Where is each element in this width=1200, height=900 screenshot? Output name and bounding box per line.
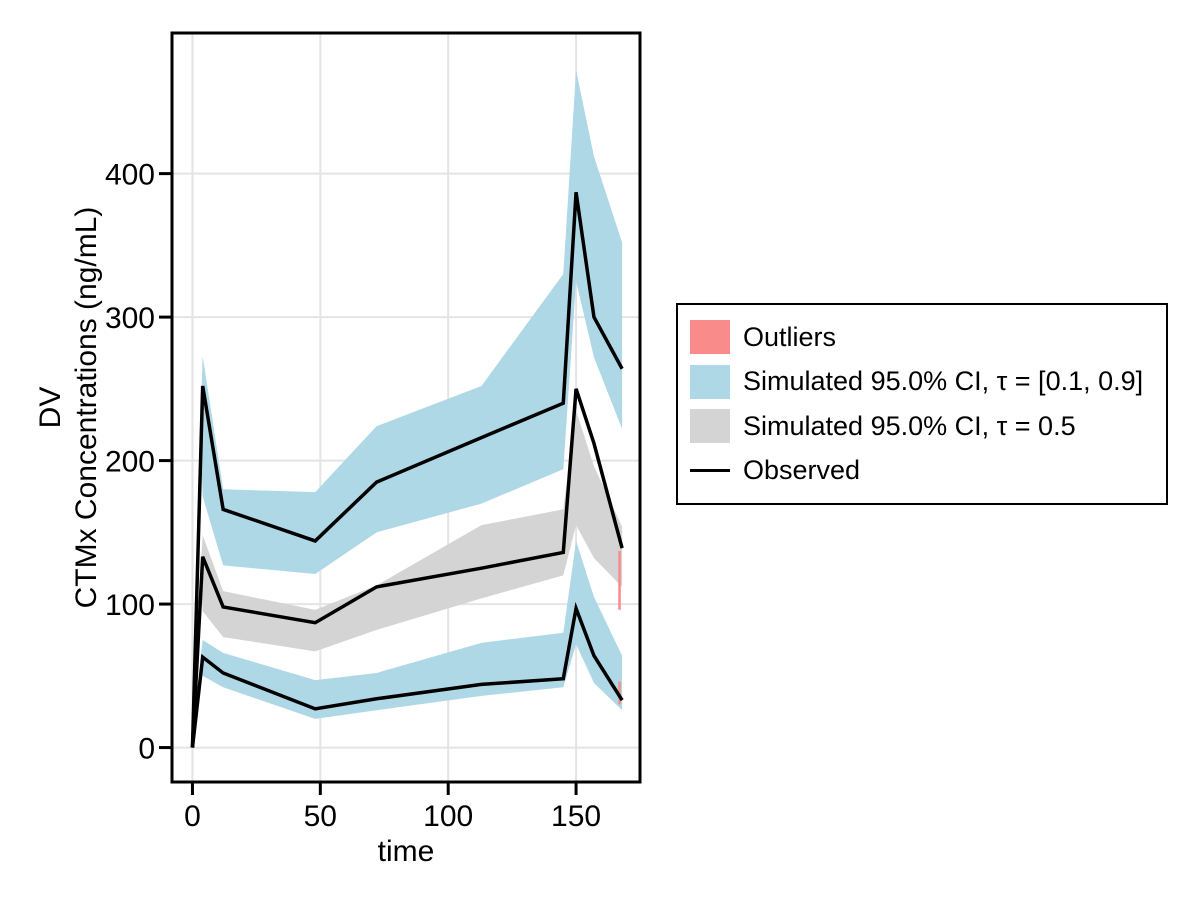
simulated-ci-band xyxy=(200,70,623,574)
y-tick-label: 0 xyxy=(138,733,155,766)
x-tick-label: 150 xyxy=(551,800,601,833)
legend-item-observed: Observed xyxy=(690,449,1154,494)
observed-line xyxy=(190,192,624,748)
x-tick-label: 0 xyxy=(184,800,201,833)
y-tick-label: 400 xyxy=(105,159,155,192)
plot-frame xyxy=(170,31,642,784)
simulated-ci-band xyxy=(200,410,623,652)
legend: Outliers Simulated 95.0% CI, τ = [0.1, 0… xyxy=(676,303,1168,505)
simulated-ci-gray-swatch-icon xyxy=(690,409,730,444)
observed-line xyxy=(190,388,624,748)
legend-label-simulated-ci-tau-01-09: Simulated 95.0% CI, τ = [0.1, 0.9] xyxy=(743,366,1144,397)
y-tick-label: 300 xyxy=(105,302,155,335)
simulated-ci-band xyxy=(200,540,623,719)
x-tick-label: 100 xyxy=(423,800,473,833)
legend-label-outliers: Outliers xyxy=(743,321,837,352)
x-tick-label: 50 xyxy=(304,800,337,833)
legend-item-outliers: Outliers xyxy=(690,315,1154,360)
legend-label-simulated-ci-tau-05: Simulated 95.0% CI, τ = 0.5 xyxy=(743,410,1076,441)
legend-label-observed: Observed xyxy=(743,455,861,486)
y-axis-title-line2: CTMx Concentrations (ng/mL) xyxy=(70,207,103,609)
observed-line xyxy=(190,601,624,748)
simulated-ci-blue-swatch-icon xyxy=(690,364,730,399)
y-tick-label: 200 xyxy=(105,446,155,479)
observed-line-swatch-icon xyxy=(690,469,730,473)
legend-item-simulated-ci-tau-01-09: Simulated 95.0% CI, τ = [0.1, 0.9] xyxy=(690,360,1154,405)
y-axis-title-line1: DV xyxy=(34,387,67,429)
outliers-swatch-icon xyxy=(690,320,730,355)
y-tick-label: 100 xyxy=(105,589,155,622)
legend-item-simulated-ci-tau-05: Simulated 95.0% CI, τ = 0.5 xyxy=(690,404,1154,449)
x-axis-title: time xyxy=(378,835,435,868)
